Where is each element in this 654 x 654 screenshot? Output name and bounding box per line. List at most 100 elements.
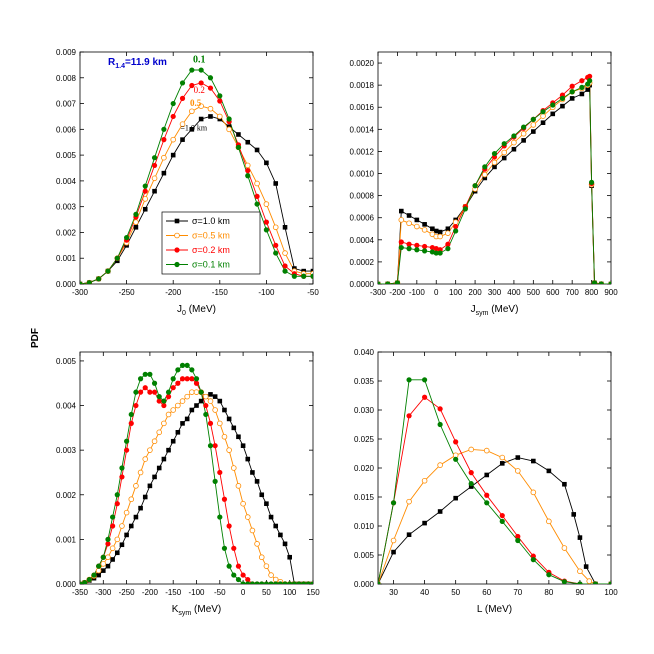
point-s02-12 xyxy=(133,402,139,409)
point-s02-34 xyxy=(235,563,242,569)
y-tick-label: 0.030 xyxy=(354,406,375,415)
point-s01-13 xyxy=(137,376,144,382)
point-s01-22 xyxy=(282,268,288,274)
point-s01-23 xyxy=(569,89,575,95)
point-s01-23 xyxy=(184,362,190,368)
point-s05-16 xyxy=(226,126,232,133)
x-axis-label: Ksym (MeV) xyxy=(172,604,222,617)
x-tick-label: 100 xyxy=(604,588,618,597)
point-s10-14 xyxy=(577,535,583,540)
point-s10-24 xyxy=(579,91,585,97)
x-tick-label: -50 xyxy=(214,588,226,597)
point-s01-14 xyxy=(482,164,488,170)
legend-label-s01: σ=0.1 km xyxy=(192,260,230,270)
point-s01-26 xyxy=(587,78,593,84)
point-s10-42 xyxy=(273,523,279,529)
point-s05-22 xyxy=(179,398,186,404)
point-s01-32 xyxy=(226,563,232,569)
point-s05-36 xyxy=(244,514,251,520)
x-axis-label: L (MeV) xyxy=(477,604,512,615)
point-s05-30 xyxy=(217,420,223,427)
point-s05-10 xyxy=(170,136,177,143)
y-tick-label: 0.015 xyxy=(354,493,375,502)
point-s10-25 xyxy=(194,403,199,408)
point-s10-14 xyxy=(482,175,488,181)
point-s10-7 xyxy=(430,226,435,232)
x-tick-label: 500 xyxy=(527,288,541,297)
point-s01-15 xyxy=(147,371,153,377)
point-s05-16 xyxy=(501,149,508,156)
x-tick-label: -350 xyxy=(72,588,89,597)
point-s05-14 xyxy=(207,105,214,112)
point-s10-15 xyxy=(147,483,153,489)
point-s01-14 xyxy=(142,371,148,377)
point-s05-4 xyxy=(437,462,443,468)
point-s01-1 xyxy=(82,580,88,584)
point-s10-12 xyxy=(562,481,567,487)
point-s05-19 xyxy=(530,122,537,128)
point-s10-5 xyxy=(414,217,420,223)
point-s05-23 xyxy=(184,393,190,400)
point-s02-12 xyxy=(189,82,195,89)
point-s05-8 xyxy=(151,175,158,182)
point-s05-22 xyxy=(282,250,288,256)
point-s02-7 xyxy=(484,492,490,498)
point-s02-20 xyxy=(263,219,269,225)
point-s01-3 xyxy=(105,268,111,274)
point-s05-6 xyxy=(133,219,139,225)
point-s01-21 xyxy=(550,102,556,108)
point-s10-9 xyxy=(119,542,125,548)
point-s10-18 xyxy=(161,456,167,462)
point-s05-15 xyxy=(491,159,498,166)
point-s10-38 xyxy=(254,479,260,484)
point-s10-23 xyxy=(569,96,575,101)
point-s01-47 xyxy=(296,581,302,584)
series-group xyxy=(80,362,313,584)
legend-label-s05: σ=0.5 km xyxy=(192,231,230,241)
point-s01-13 xyxy=(472,183,478,189)
point-s01-9 xyxy=(119,465,125,471)
point-s01-15 xyxy=(491,151,498,157)
point-s02-17 xyxy=(156,398,162,404)
point-s02-27 xyxy=(203,402,209,409)
point-s10-19 xyxy=(254,147,260,153)
x-tick-label: -100 xyxy=(409,288,426,297)
point-s02-22 xyxy=(179,376,186,382)
point-s02-20 xyxy=(170,385,176,391)
point-s02-14 xyxy=(207,85,214,91)
legend-label-s10: σ=1.0 km xyxy=(192,216,230,226)
point-s05-34 xyxy=(235,483,242,489)
point-s01-0 xyxy=(80,281,83,284)
y-tick-label: 0.0014 xyxy=(350,125,375,134)
point-s01-4 xyxy=(114,255,120,261)
point-s01-16 xyxy=(226,116,232,122)
point-s02-6 xyxy=(422,243,428,250)
point-s02-2 xyxy=(406,413,412,419)
point-s02-13 xyxy=(137,389,144,395)
point-s01-19 xyxy=(530,116,536,122)
x-tick-label: 90 xyxy=(575,588,584,597)
point-s01-12 xyxy=(133,389,139,395)
point-s05-9 xyxy=(119,523,125,529)
point-s05-39 xyxy=(258,554,265,561)
point-s01-25 xyxy=(310,273,313,279)
point-s01-8 xyxy=(114,492,120,498)
point-s01-5 xyxy=(453,456,459,462)
point-s01-7 xyxy=(110,514,116,520)
point-s01-1 xyxy=(86,280,92,284)
point-s05-18 xyxy=(161,420,167,427)
point-s01-10 xyxy=(445,246,451,252)
point-s10-6 xyxy=(422,222,427,227)
point-s05-37 xyxy=(249,527,256,534)
point-s05-40 xyxy=(263,563,270,569)
y-tick-label: 0.0004 xyxy=(350,236,375,245)
y-tick-label: 0.007 xyxy=(56,100,77,109)
point-s02-9 xyxy=(515,533,521,540)
point-s01-4 xyxy=(406,246,412,252)
point-s10-22 xyxy=(282,224,288,230)
point-s01-13 xyxy=(198,67,204,73)
point-s10-legend xyxy=(174,218,180,224)
point-s02-7 xyxy=(110,523,116,529)
x-tick-label: 0 xyxy=(434,288,439,297)
y-tick-label: 0.004 xyxy=(56,177,77,186)
